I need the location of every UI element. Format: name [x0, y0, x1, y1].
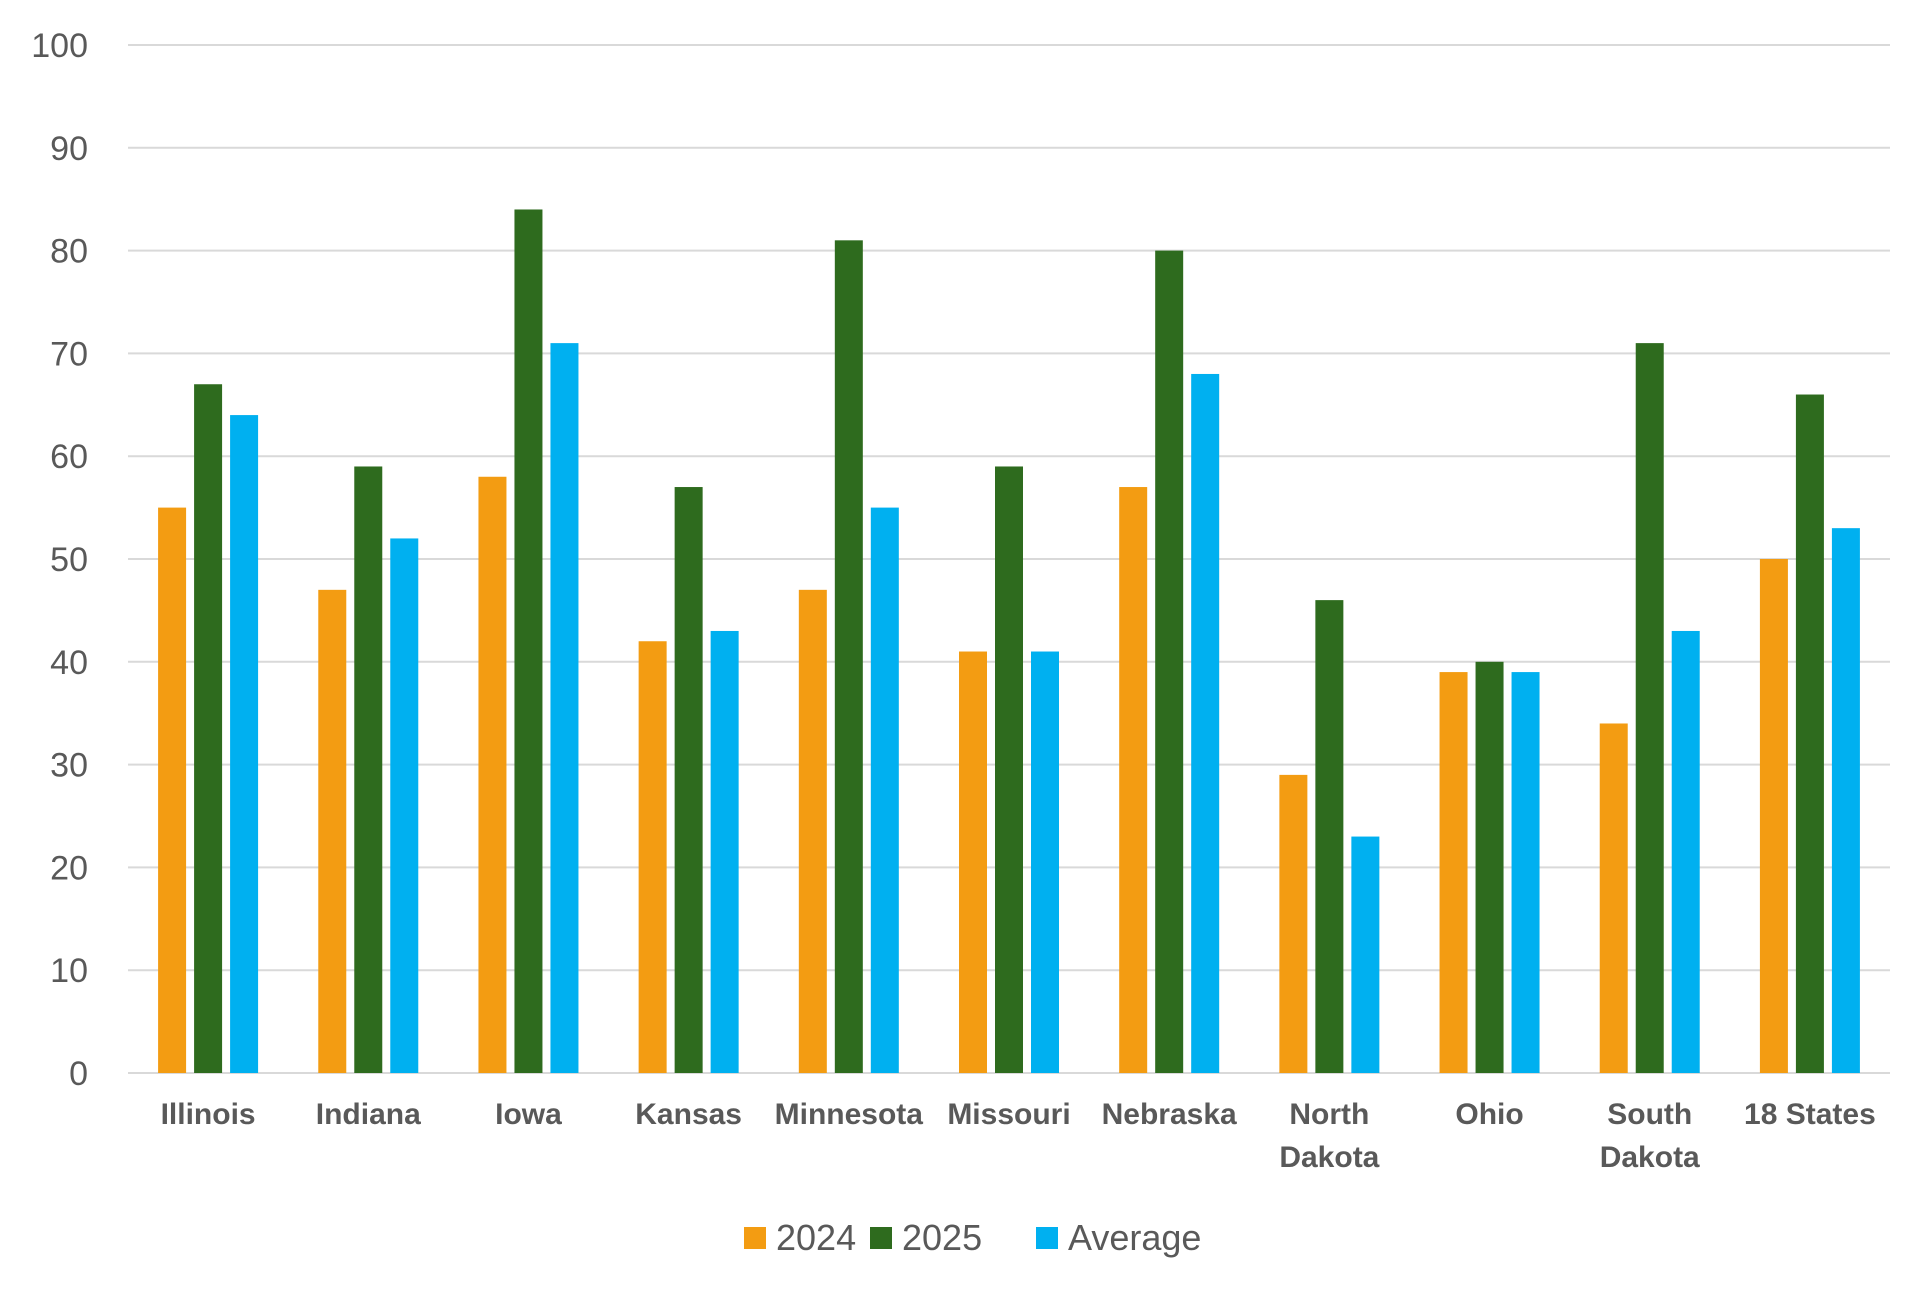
bar — [959, 651, 987, 1073]
x-tick-label: South — [1607, 1098, 1692, 1131]
y-tick-label: 40 — [50, 644, 88, 682]
bar — [1119, 487, 1148, 1073]
legend: 2024 2025 Average — [744, 1217, 1201, 1258]
bar — [1511, 672, 1540, 1073]
bar — [1759, 559, 1788, 1073]
legend-label: 2025 — [902, 1217, 982, 1258]
bar — [995, 466, 1023, 1074]
y-tick-label: 70 — [50, 335, 88, 373]
x-axis-ticks: Illinois Indiana Iowa Kansas Minnesota Missou… — [161, 1098, 1876, 1174]
bar — [1155, 250, 1184, 1074]
y-tick-label: 80 — [50, 233, 88, 271]
bar — [1795, 394, 1824, 1073]
y-tick-label: 0 — [69, 1055, 88, 1093]
bar — [1191, 373, 1220, 1074]
legend-swatch — [744, 1227, 766, 1249]
bar — [870, 507, 899, 1074]
x-tick-label: Ohio — [1455, 1098, 1523, 1131]
bar — [1671, 630, 1700, 1073]
bar — [1439, 672, 1468, 1073]
y-tick-label: 10 — [50, 952, 88, 990]
bar — [638, 641, 667, 1073]
x-tick-label: Kansas — [635, 1098, 742, 1131]
bar — [158, 507, 187, 1074]
bar — [514, 209, 543, 1074]
x-tick-label: Missouri — [947, 1098, 1070, 1131]
y-tick-label: 100 — [31, 27, 88, 65]
bar — [230, 415, 259, 1074]
bar — [1831, 528, 1860, 1073]
x-tick-label: 18 States — [1744, 1098, 1876, 1131]
bar — [390, 538, 419, 1073]
legend-swatch — [1036, 1227, 1058, 1249]
bar — [674, 487, 703, 1073]
x-tick-label: Minnesota — [775, 1098, 924, 1131]
bar — [834, 240, 863, 1073]
bar — [798, 589, 827, 1073]
bar — [318, 589, 347, 1073]
x-tick-label: Illinois — [161, 1098, 256, 1131]
bar — [478, 476, 507, 1073]
legend-label: 2024 — [776, 1217, 856, 1258]
x-tick-label: Nebraska — [1102, 1098, 1237, 1131]
bar — [1475, 661, 1504, 1073]
y-tick-label: 60 — [50, 438, 88, 476]
y-tick-label: 20 — [50, 849, 88, 887]
legend-label: Average — [1068, 1217, 1201, 1258]
x-tick-label: Dakota — [1279, 1141, 1379, 1174]
bar — [1279, 774, 1308, 1073]
bar — [710, 630, 739, 1073]
y-tick-label: 90 — [50, 130, 88, 168]
y-axis-ticks: 0 10 20 30 40 50 60 70 80 90 100 — [31, 27, 88, 1093]
bar — [1635, 343, 1664, 1073]
x-tick-label: Indiana — [316, 1098, 421, 1131]
bars — [158, 209, 1860, 1074]
y-tick-label: 50 — [50, 541, 88, 579]
x-tick-label: Dakota — [1600, 1141, 1700, 1174]
y-tick-label: 30 — [50, 747, 88, 785]
bar — [550, 343, 579, 1073]
legend-swatch — [870, 1227, 892, 1249]
bar — [1031, 651, 1059, 1073]
x-tick-label: Iowa — [495, 1098, 562, 1131]
bar — [194, 384, 223, 1073]
bar — [1351, 836, 1380, 1073]
bar — [1599, 723, 1628, 1073]
bar — [1315, 600, 1344, 1073]
bar — [354, 466, 383, 1074]
x-tick-label: North — [1289, 1098, 1369, 1131]
